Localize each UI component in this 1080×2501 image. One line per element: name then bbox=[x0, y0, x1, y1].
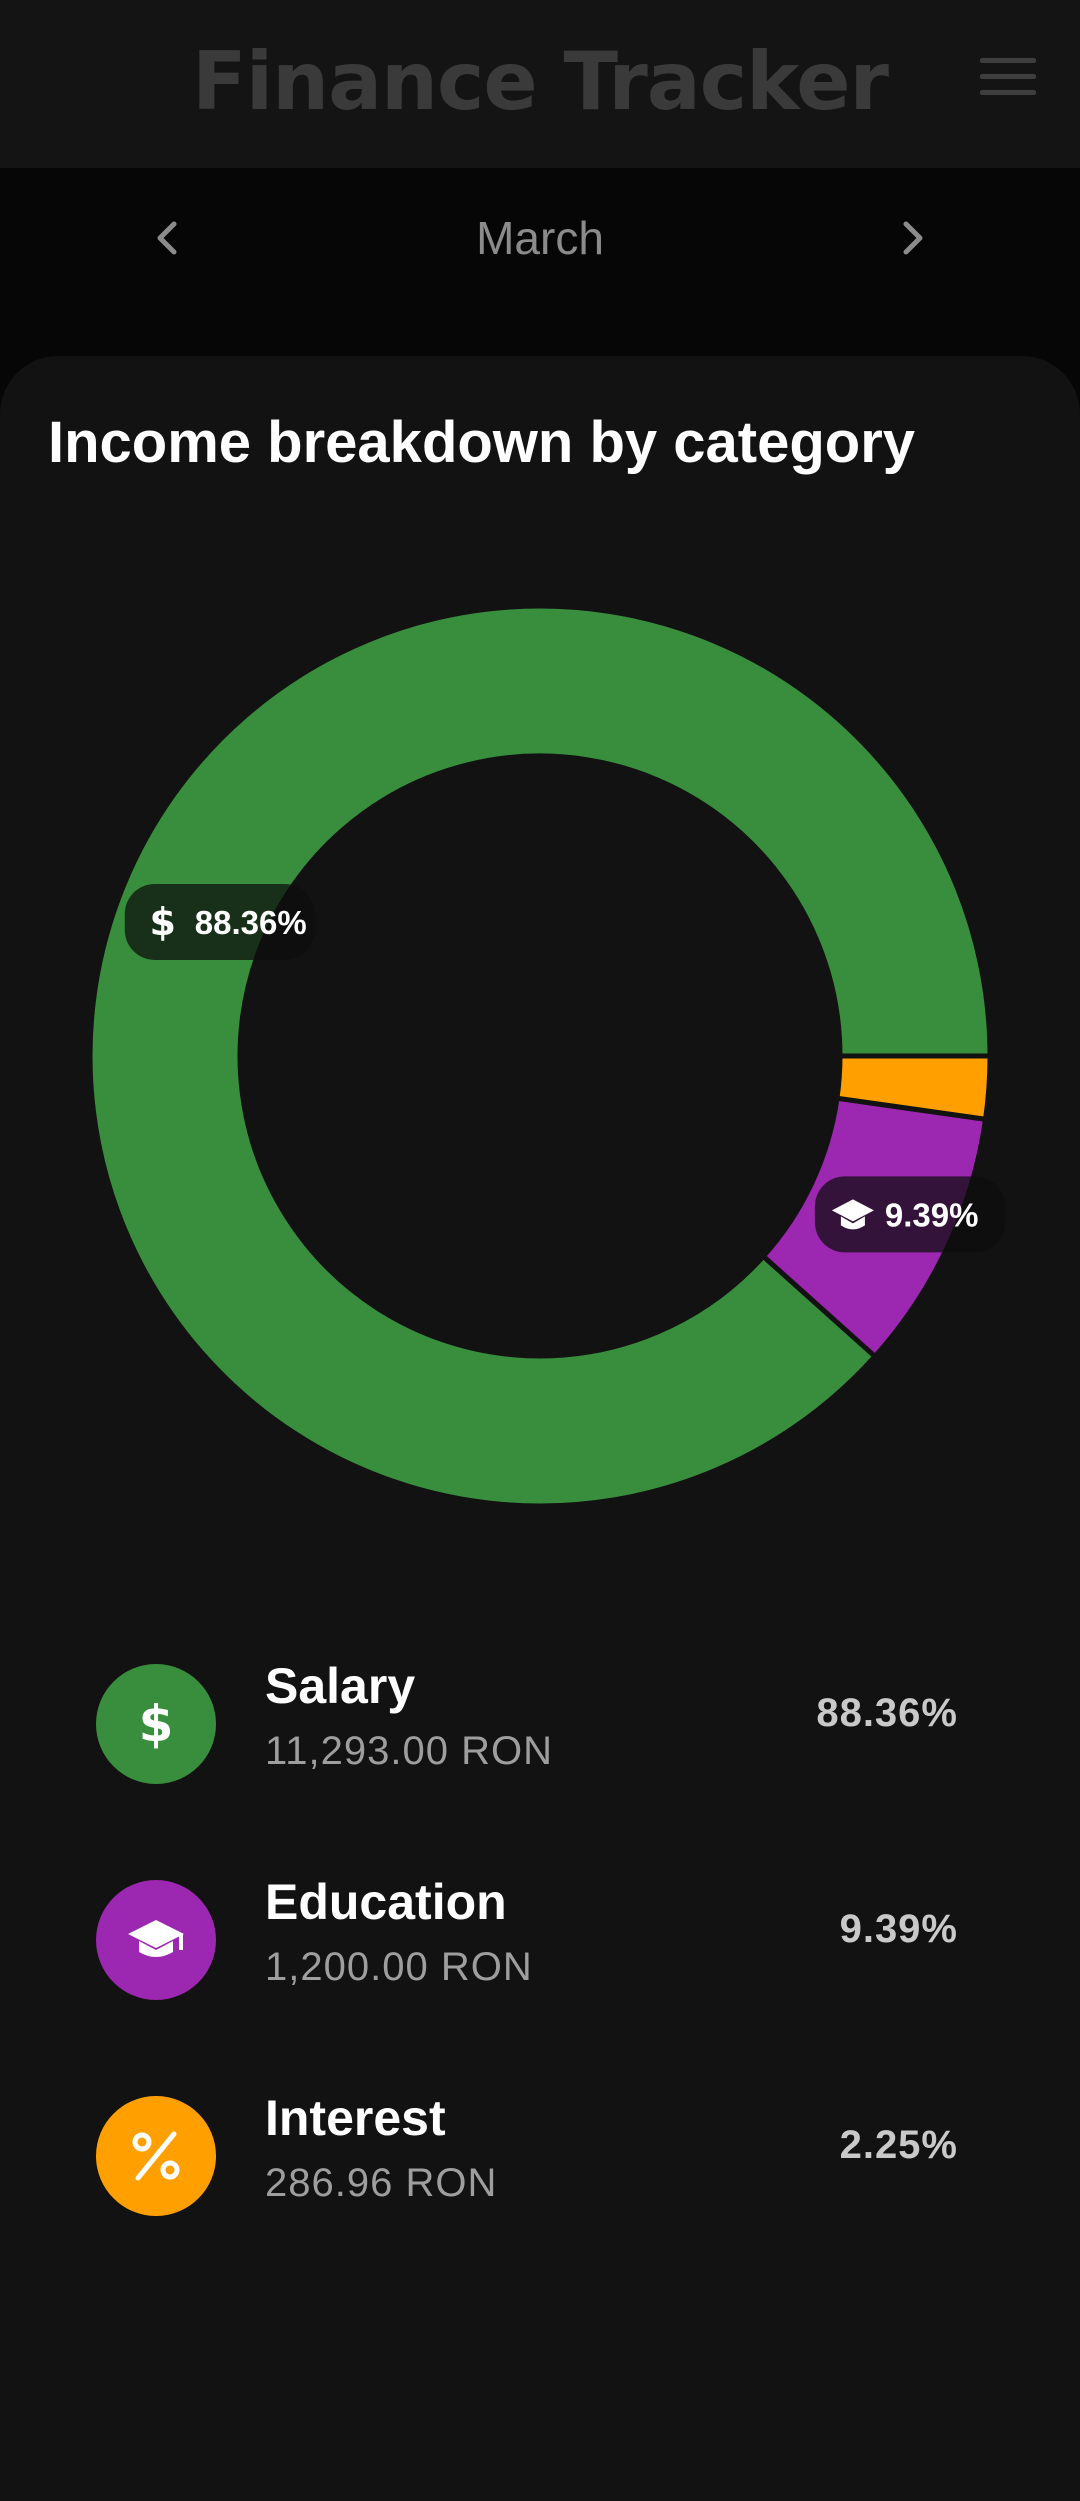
legend-item-interest[interactable]: Interest 286.96 RON 2.25% bbox=[0, 2088, 1080, 2228]
education-icon-badge bbox=[96, 1880, 216, 2000]
graduation-cap-icon bbox=[831, 1199, 874, 1230]
graduation-cap-icon bbox=[128, 1920, 184, 1957]
dollar-icon: $ bbox=[150, 900, 176, 944]
month-label: March bbox=[476, 212, 604, 264]
donut-slice-interest[interactable] bbox=[834, 1053, 993, 1122]
legend-item-salary[interactable]: $ Salary 11,293.00 RON 88.36% bbox=[0, 1656, 1080, 1796]
next-month-button[interactable] bbox=[882, 208, 942, 268]
legend-name: Education bbox=[265, 1874, 507, 1930]
slice-percent-label: 9.39% bbox=[885, 1196, 979, 1233]
legend-percent: 88.36% bbox=[816, 1691, 958, 1735]
svg-text:$: $ bbox=[139, 1695, 174, 1753]
app-bar: Finance Tracker bbox=[0, 0, 1080, 168]
menu-icon bbox=[980, 58, 1036, 63]
legend-item-education[interactable]: Education 1,200.00 RON 9.39% bbox=[0, 1872, 1080, 2012]
percent-icon bbox=[132, 2131, 180, 2181]
legend-percent: 2.25% bbox=[839, 2123, 958, 2167]
interest-icon-badge bbox=[96, 2096, 216, 2216]
slice-label-salary: $88.36% bbox=[124, 883, 315, 960]
legend-name: Salary bbox=[265, 1658, 416, 1714]
legend-name: Interest bbox=[265, 2090, 446, 2146]
dollar-icon: $ bbox=[139, 1695, 174, 1753]
legend-amount: 286.96 RON bbox=[265, 2161, 498, 2205]
income-breakdown-card: Income breakdown by category $88.36% 9.39… bbox=[0, 356, 1080, 2501]
donut-slice-salary[interactable] bbox=[87, 603, 993, 1509]
previous-month-button[interactable] bbox=[138, 208, 198, 268]
card-title: Income breakdown by category bbox=[48, 410, 916, 475]
legend-amount: 11,293.00 RON bbox=[265, 1729, 553, 1773]
menu-button[interactable] bbox=[972, 58, 1042, 108]
label-badge-background bbox=[124, 883, 315, 960]
chevron-right-icon bbox=[903, 221, 923, 255]
menu-icon-bar bbox=[980, 74, 1036, 79]
month-navigator: March bbox=[0, 168, 1080, 358]
salary-icon-badge: $ bbox=[96, 1664, 216, 1784]
svg-text:$: $ bbox=[150, 900, 176, 944]
legend-percent: 9.39% bbox=[839, 1907, 958, 1951]
slice-label-education: 9.39% bbox=[814, 1176, 1005, 1253]
app-title: Finance Tracker bbox=[192, 35, 889, 128]
menu-icon-bar bbox=[980, 90, 1036, 95]
donut-chart: $88.36% 9.39% bbox=[87, 603, 1005, 1509]
label-badge-background bbox=[814, 1176, 1005, 1253]
legend-amount: 1,200.00 RON bbox=[265, 1945, 533, 1989]
chevron-left-icon bbox=[157, 221, 177, 255]
slice-percent-label: 88.36% bbox=[195, 904, 307, 941]
